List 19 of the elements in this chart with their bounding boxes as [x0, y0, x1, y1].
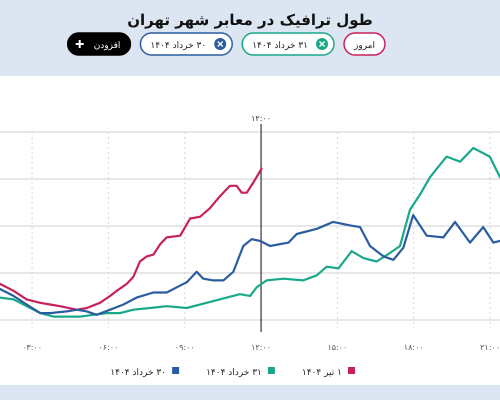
text: ۳۰ خرداد ۱۴۰۴ — [150, 41, 206, 51]
legend-label: ۳۰ خرداد ۱۴۰۴ — [110, 368, 166, 378]
legend-item: ۳۱ خرداد ۱۴۰۴ — [206, 367, 275, 378]
legend-label: ۱ تیر ۱۴۰۴ — [302, 368, 342, 378]
x-tick-label: ۲۱:۰۰ — [480, 343, 500, 352]
x-tick-label: ۰۶:۰۰ — [98, 343, 118, 352]
legend-label: ۳۱ خرداد ۱۴۰۴ — [206, 368, 262, 378]
x-tick-label: ۱۲:۰۰ — [251, 343, 272, 352]
ref-line-label: ۱۲:۰۰ — [251, 114, 272, 123]
legend-item: ۱ تیر ۱۴۰۴ — [302, 367, 355, 378]
x-tick-label: ۱۸:۰۰ — [404, 343, 424, 352]
text: افزودن — [94, 41, 120, 51]
chart-title: طول ترافیک در معابر شهر تهران — [127, 11, 373, 29]
x-tick-label: ۰۳:۰۰ — [22, 343, 42, 352]
legend-item: ۳۰ خرداد ۱۴۰۴ — [110, 367, 180, 378]
x-tick-label: ۰۹:۰۰ — [174, 343, 195, 352]
x-tick-label: ۱۵:۰۰ — [327, 343, 348, 352]
text: امروز — [353, 41, 375, 51]
text: ۳۱ خرداد ۱۴۰۴ — [252, 41, 308, 51]
